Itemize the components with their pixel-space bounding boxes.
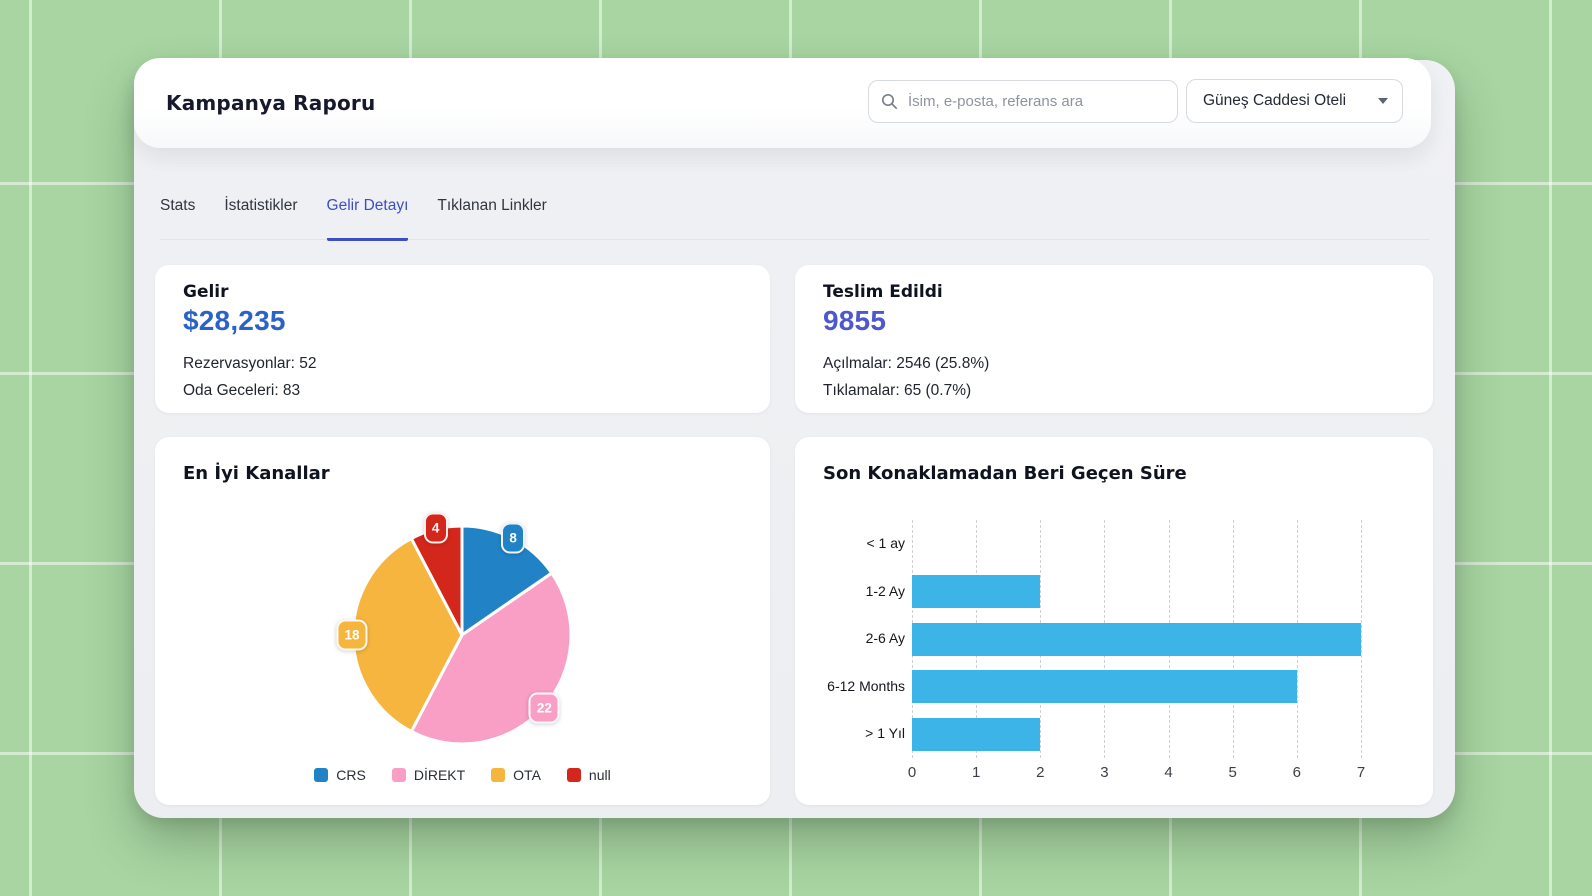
bar-2-6-ay [912,622,1361,656]
bar-1-2-ay [912,574,1041,608]
delivered-value: 9855 [823,305,887,336]
legend-label: null [588,767,611,783]
x-tick: 4 [1164,764,1173,781]
pie-badge-ota: 18 [336,619,368,651]
legend-item-ota: OTA [491,767,541,783]
pie-chart: 8 22 18 4 [336,512,574,747]
pie-badge-crs: 8 [501,522,526,554]
x-tick: 3 [1100,764,1109,781]
property-selector[interactable]: Güneş Caddesi Oteli [1186,79,1403,123]
x-tick: 1 [971,764,981,781]
legend-item-di-rekt: DİREKT [391,767,466,783]
pie-badge-di-rekt: 22 [528,692,560,724]
category-label: > 1 Yıl [865,725,905,742]
search-icon [881,93,898,110]
stat-line: Oda Geceleri: 83 [183,382,301,399]
revenue-card: Gelir $28,235 Rezervasyonlar: 52 Oda Gece… [155,265,770,413]
pie-badge-null: 4 [423,512,448,544]
bar-6-12-months [912,670,1297,704]
category-label: < 1 ay [866,535,905,551]
category-label: 1-2 Ay [865,582,905,599]
time-since-stay-card: Son Konaklamadan Beri Geçen Süre 0 1 2 3 4 5 6… [795,437,1433,805]
page-title: Kampanya Raporu [166,91,376,115]
top-channels-card: En İyi Kanallar 8 22 18 4 CRS DİREKT OTA null [155,437,770,805]
x-tick: 7 [1356,764,1366,781]
bar-chart: 0 1 2 3 4 5 6 7 < 1 ay 1-2 Ay 2-6 Ay 6-12 Months > 1… [827,520,1365,781]
revenue-stats: Rezervasyonlar: 52 Oda Geceleri: 83 [183,350,742,404]
search-box[interactable] [868,80,1178,123]
tabs-bar: Stats İstatistikler Gelir Detayı Tıklanan L… [160,192,1429,241]
legend-swatch [314,768,329,782]
x-tick: 6 [1292,764,1302,781]
delivered-card: Teslim Edildi 9855 Açılmalar: 2546 (25.8… [795,265,1433,413]
legend-label: OTA [513,767,541,783]
legend-item-null: null [566,767,611,783]
header-bar: Kampanya Raporu Güneş Caddesi Oteli [134,58,1431,148]
gridline [1361,520,1362,758]
delivered-card-title: Teslim Edildi [823,282,943,302]
revenue-value: $28,235 [183,305,286,336]
tab-tıklanan-linkler[interactable]: Tıklanan Linkler [437,197,547,214]
revenue-card-title: Gelir [183,282,229,302]
stat-line: Rezervasyonlar: 52 [183,355,317,372]
legend-swatch [491,768,506,782]
delivered-stats: Açılmalar: 2546 (25.8%) Tıklamalar: 65 (0… [823,350,1405,404]
stat-line: Tıklamalar: 65 (0.7%) [823,382,972,399]
search-input[interactable] [908,93,1165,110]
tab-stats[interactable]: Stats [160,197,196,214]
x-tick: 2 [1036,764,1045,781]
legend-swatch [391,768,406,782]
category-label: 2-6 Ay [865,630,905,647]
x-tick: 5 [1228,764,1237,781]
pie-legend: CRS DİREKT OTA null [155,767,770,783]
x-tick: 0 [907,764,917,781]
category-label: 6-12 Months [827,677,905,694]
legend-item-crs: CRS [314,767,366,783]
property-selector-label: Güneş Caddesi Oteli [1203,92,1347,109]
stat-line: Açılmalar: 2546 (25.8%) [823,355,990,372]
bar-chart-title: Son Konaklamadan Beri Geçen Süre [823,463,1187,484]
tab-i-statistikler[interactable]: İstatistikler [224,197,298,214]
legend-label: CRS [336,767,366,783]
legend-swatch [566,768,581,782]
pie-chart-title: En İyi Kanallar [183,463,330,484]
tab-gelir-detayı[interactable]: Gelir Detayı [326,192,409,241]
legend-label: DİREKT [413,767,466,783]
bar--1-yıl [912,717,1041,751]
chevron-down-icon [1378,98,1388,104]
